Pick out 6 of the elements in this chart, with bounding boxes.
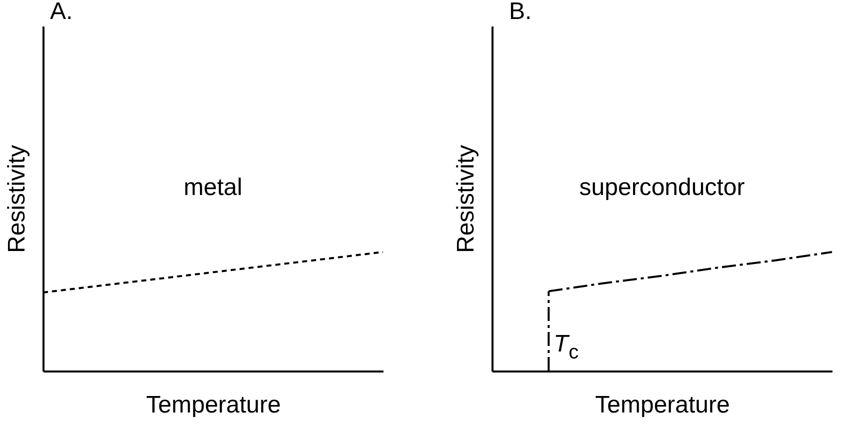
chart-title: B.	[509, 0, 532, 25]
text: superconductor	[579, 174, 745, 202]
y-axis-title: Resistivity	[4, 144, 30, 254]
chart-title: A.	[50, 0, 73, 25]
text: metal	[184, 174, 242, 202]
y-axis-title: Resistivity	[452, 144, 480, 254]
